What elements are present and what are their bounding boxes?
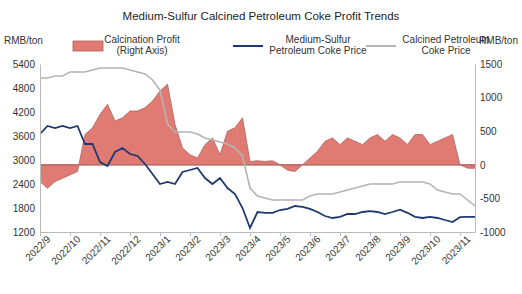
x-tick: 2023/7 <box>323 232 353 263</box>
legend-swatch <box>73 41 103 51</box>
y2-tick-label: -1000 <box>480 227 506 238</box>
legend-label: Calcined PetroleumCoke Price <box>402 34 489 56</box>
price-line <box>40 126 475 228</box>
x-tick: 2023/9 <box>383 232 413 263</box>
x-tick: 2023/2 <box>173 232 203 263</box>
y2-tick-label: 1500 <box>480 59 503 70</box>
x-tick: 2023/1 <box>143 232 173 263</box>
y-axis-label: RMB/ton <box>4 35 43 46</box>
chart: Medium-Sulfur Calcined Petroleum Coke Pr… <box>0 0 522 294</box>
y-tick: 3000 <box>13 155 40 166</box>
x-tick-label: 2023/2 <box>173 233 203 263</box>
y2-tick: -500 <box>475 193 500 204</box>
x-tick-mark <box>400 232 401 236</box>
x-tick-label: 2023/8 <box>353 233 383 263</box>
title: Medium-Sulfur Calcined Petroleum Coke Pr… <box>123 10 400 22</box>
x-tick-label: 2023/4 <box>233 233 263 263</box>
y2-tick: -1000 <box>475 227 506 238</box>
x-tick: 2023/8 <box>353 232 383 263</box>
x-tick: 2023/6 <box>293 232 323 263</box>
x-tick-label: 2022/11 <box>80 233 113 266</box>
x-tick-mark <box>160 232 161 236</box>
x-tick-mark <box>190 232 191 236</box>
x-tick-mark <box>370 232 371 236</box>
x-tick-label: 2023/1 <box>143 233 173 263</box>
x-tick-label: 2022/10 <box>49 233 83 267</box>
x-tick: 2023/11 <box>440 232 473 266</box>
y-tick-label: 3000 <box>13 155 36 166</box>
x-tick-label: 2023/7 <box>323 233 353 263</box>
x-tick-mark <box>250 232 251 236</box>
x-tick-label: 2023/9 <box>383 233 413 263</box>
y2-tick-label: 0 <box>480 160 486 171</box>
y2-tick-label: -500 <box>480 193 500 204</box>
y2-tick-label: 1000 <box>480 92 503 103</box>
x-tick-mark <box>460 232 461 236</box>
x-tick: 2022/9 <box>23 232 53 263</box>
x-tick: 2023/4 <box>233 232 263 263</box>
y-tick: 3600 <box>13 131 40 142</box>
y2-tick: 1500 <box>475 59 503 70</box>
x-tick: 2023/5 <box>263 232 293 263</box>
x-tick-mark <box>70 232 71 236</box>
y-tick: 1200 <box>13 227 40 238</box>
x-tick-label: 2023/5 <box>263 233 293 263</box>
y2-tick-label: 500 <box>480 126 497 137</box>
legend-label: Medium-SulfurPetroleum Coke Price <box>269 34 367 56</box>
y2-tick: 1000 <box>475 92 503 103</box>
x-tick: 2022/11 <box>80 232 113 266</box>
y-tick: 1800 <box>13 203 40 214</box>
price-line <box>40 68 475 206</box>
x-tick-mark <box>100 232 101 236</box>
x-tick-mark <box>310 232 311 236</box>
plot-area <box>40 68 475 228</box>
profit-area <box>40 84 475 188</box>
y-tick-label: 3600 <box>13 131 36 142</box>
x-tick-label: 2022/12 <box>109 233 143 267</box>
y2-axis: -1000 -500 0 500 1000 1500 <box>475 59 506 238</box>
x-tick-label: 2022/9 <box>23 233 53 263</box>
x-axis-line <box>41 232 476 233</box>
x-tick: 2022/12 <box>109 232 143 267</box>
y-axis: 1200 1800 2400 3000 3600 4200 4800 5400 <box>13 59 41 238</box>
x-tick: 2022/10 <box>49 232 83 267</box>
y-tick-label: 5400 <box>13 59 36 70</box>
x-tick: 2023/10 <box>409 232 443 267</box>
y-tick-label: 4800 <box>13 83 36 94</box>
legend-swatch <box>366 45 396 47</box>
x-tick-mark <box>40 232 41 236</box>
y-axis-line <box>40 65 41 233</box>
x-tick-label: 2023/3 <box>203 233 233 263</box>
legend-label: Calcination Profit(Right Axis) <box>104 34 180 56</box>
x-tick-mark <box>340 232 341 236</box>
x-axis: 2022/92022/102022/112022/122023/12023/22… <box>23 232 475 267</box>
y-tick-label: 1800 <box>13 203 36 214</box>
x-tick-label: 2023/6 <box>293 233 323 263</box>
y2-tick: 500 <box>475 126 497 137</box>
y-tick: 2400 <box>13 179 40 190</box>
x-tick-mark <box>130 232 131 236</box>
y2-axis-line <box>475 65 476 233</box>
legend-swatch <box>233 45 263 47</box>
x-tick-mark <box>430 232 431 236</box>
y-tick-label: 4200 <box>13 107 36 118</box>
y2-tick: 0 <box>475 160 486 171</box>
legend: Calcination Profit(Right Axis) Medium-Sul… <box>73 34 490 56</box>
x-tick-label: 2023/10 <box>409 233 443 267</box>
y-tick-label: 2400 <box>13 179 36 190</box>
y-tick: 4200 <box>13 107 40 118</box>
x-tick-label: 2023/11 <box>440 233 473 266</box>
x-tick: 2023/3 <box>203 232 233 263</box>
y-tick: 5400 <box>13 59 40 70</box>
x-tick-mark <box>220 232 221 236</box>
y-tick-label: 1200 <box>13 227 36 238</box>
y-tick: 4800 <box>13 83 40 94</box>
x-tick-mark <box>280 232 281 236</box>
